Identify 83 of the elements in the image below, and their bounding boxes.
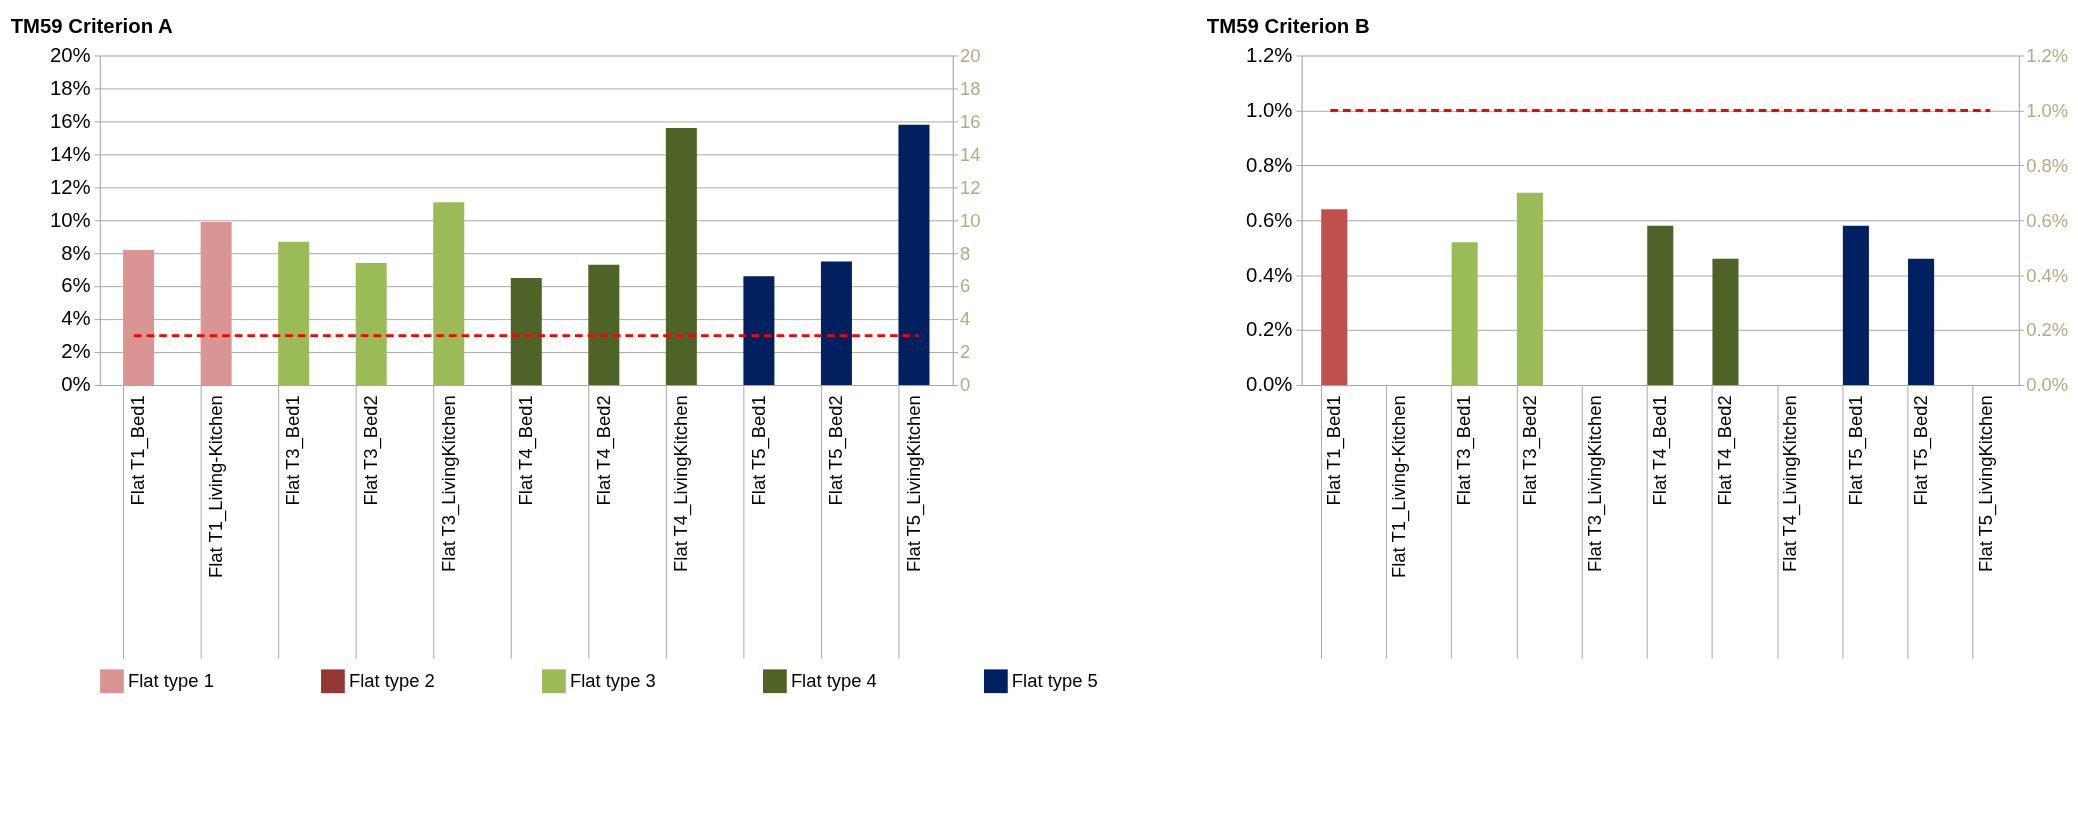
- y-tick-label: 0.4%: [1246, 263, 1293, 286]
- bar: [1321, 209, 1348, 386]
- x-tick-label: Flat T1_Living-Kitchen: [1388, 395, 1411, 579]
- x-tick-label: Flat T5_Bed1: [1844, 395, 1867, 506]
- y2-tick-label: 6: [960, 275, 971, 297]
- bar: [1516, 192, 1543, 386]
- y2-tick-label: 14: [960, 143, 981, 165]
- y2-tick-label: 1.2%: [2026, 44, 2069, 66]
- x-tick-label: Flat T5_LivingKitchen: [902, 395, 925, 572]
- chart-title: TM59 Criterion A: [10, 15, 173, 38]
- y-tick-label: 18%: [49, 76, 91, 99]
- y-tick-label: 1.0%: [1246, 98, 1293, 121]
- x-tick-label: Flat T3_Bed1: [282, 395, 305, 506]
- y-tick-label: 0.2%: [1246, 318, 1293, 341]
- y2-tick-label: 16: [960, 110, 981, 132]
- bar: [123, 249, 155, 386]
- y2-tick-label: 0.0%: [2026, 374, 2069, 396]
- x-tick-label: Flat T3_LivingKitchen: [1583, 395, 1606, 572]
- y-tick-label: 16%: [49, 109, 91, 132]
- bar: [1712, 258, 1739, 386]
- y-tick-label: 0.8%: [1246, 153, 1293, 176]
- y2-tick-label: 2: [960, 341, 971, 363]
- bar: [1451, 242, 1478, 386]
- x-tick-label: Flat T4_LivingKitchen: [670, 395, 693, 572]
- y2-tick-label: 0: [960, 374, 971, 396]
- bar: [665, 128, 697, 386]
- y2-tick-label: 4: [960, 308, 971, 330]
- x-tick-label: Flat T4_Bed2: [1714, 395, 1737, 506]
- x-tick-label: Flat T5_Bed2: [1909, 395, 1932, 506]
- legend-label: Flat type 1: [127, 670, 214, 692]
- y2-tick-label: 1.0%: [2026, 99, 2069, 121]
- bar: [1647, 225, 1674, 386]
- x-tick-label: Flat T3_Bed2: [1518, 395, 1541, 506]
- x-tick-label: Flat T3_Bed1: [1453, 395, 1476, 506]
- y-tick-label: 10%: [49, 208, 91, 231]
- y-tick-label: 0.0%: [1246, 373, 1293, 396]
- bar: [743, 276, 775, 386]
- bar: [433, 202, 465, 386]
- y2-tick-label: 0.2%: [2026, 319, 2069, 341]
- y2-tick-label: 0.6%: [2026, 209, 2069, 231]
- bar: [588, 264, 620, 386]
- bar: [200, 221, 232, 386]
- y2-tick-label: 20: [960, 44, 981, 66]
- x-tick-label: Flat T1_Bed1: [1323, 395, 1346, 506]
- y-tick-label: 8%: [61, 241, 91, 264]
- y-tick-label: 20%: [49, 43, 91, 66]
- bar: [278, 241, 310, 386]
- y2-tick-label: 12: [960, 176, 981, 198]
- x-tick-label: Flat T1_Bed1: [127, 395, 150, 506]
- y-tick-label: 0%: [61, 373, 91, 396]
- y-tick-label: 6%: [61, 274, 91, 297]
- y-tick-label: 14%: [49, 142, 91, 165]
- y2-tick-label: 10: [960, 209, 981, 231]
- y2-tick-label: 18: [960, 77, 981, 99]
- y-tick-label: 1.2%: [1246, 43, 1293, 66]
- legend-label: Flat type 5: [1011, 670, 1098, 692]
- bar: [898, 124, 930, 386]
- x-tick-label: Flat T4_LivingKitchen: [1779, 395, 1802, 572]
- x-tick-label: Flat T5_Bed1: [747, 395, 770, 506]
- bar: [820, 261, 852, 386]
- y-tick-label: 2%: [61, 340, 91, 363]
- bar: [1908, 258, 1935, 386]
- x-tick-label: Flat T3_LivingKitchen: [437, 395, 460, 572]
- y2-tick-label: 0.8%: [2026, 154, 2069, 176]
- y2-tick-label: 8: [960, 242, 971, 264]
- y-tick-label: 12%: [49, 175, 91, 198]
- x-tick-label: Flat T4_Bed1: [1649, 395, 1672, 506]
- y-tick-label: 0.6%: [1246, 208, 1293, 231]
- x-tick-label: Flat T4_Bed1: [515, 395, 538, 506]
- bar: [355, 263, 387, 386]
- chart-title: TM59 Criterion B: [1206, 15, 1370, 38]
- bar: [1842, 225, 1869, 386]
- bar: [510, 277, 542, 386]
- x-tick-label: Flat T5_Bed2: [825, 395, 848, 506]
- x-tick-label: Flat T3_Bed2: [360, 395, 383, 506]
- x-tick-label: Flat T1_Living-Kitchen: [204, 395, 227, 579]
- x-tick-label: Flat T4_Bed2: [592, 395, 615, 506]
- legend-label: Flat type 2: [348, 670, 435, 692]
- y-tick-label: 4%: [61, 307, 91, 330]
- x-tick-label: Flat T5_LivingKitchen: [1975, 395, 1998, 572]
- legend-label: Flat type 3: [569, 670, 656, 692]
- legend-label: Flat type 4: [790, 670, 877, 692]
- y2-tick-label: 0.4%: [2026, 264, 2069, 286]
